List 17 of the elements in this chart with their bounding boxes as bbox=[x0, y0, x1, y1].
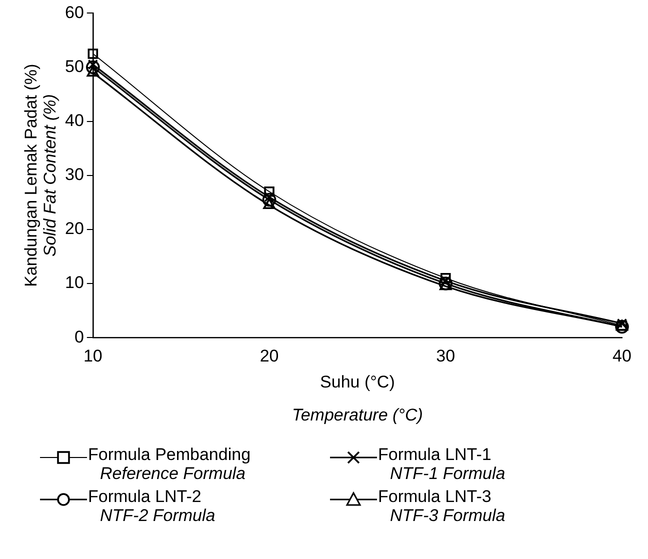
y-tick-label: 10 bbox=[64, 273, 84, 292]
y-axis-title: Kandungan Lemak Padat (%) Solid Fat Content (%) bbox=[22, 64, 60, 287]
x-axis-title: Suhu (°C) Temperature (°C) bbox=[292, 372, 423, 424]
legend-label: Formula Pembanding Reference Formula bbox=[88, 445, 251, 483]
legend-label: Formula LNT-1 NTF-1 Formula bbox=[378, 445, 506, 483]
y-tick-label: 20 bbox=[64, 219, 84, 238]
x-tick-label: 30 bbox=[436, 346, 456, 366]
x-tick-label: 20 bbox=[260, 346, 279, 366]
y-tick-label: 60 bbox=[64, 2, 84, 22]
x-tick-label: 40 bbox=[612, 346, 632, 366]
y-tick-label: 40 bbox=[64, 111, 84, 130]
legend-label: Formula LNT-2 NTF-2 Formula bbox=[88, 487, 216, 525]
y-tick-label: 0 bbox=[74, 327, 84, 346]
y-tick-label: 30 bbox=[64, 165, 84, 184]
legend-label: Formula LNT-3 NTF-3 Formula bbox=[378, 487, 506, 525]
x-tick-label: 10 bbox=[83, 346, 102, 366]
y-tick-label: 50 bbox=[64, 56, 84, 76]
